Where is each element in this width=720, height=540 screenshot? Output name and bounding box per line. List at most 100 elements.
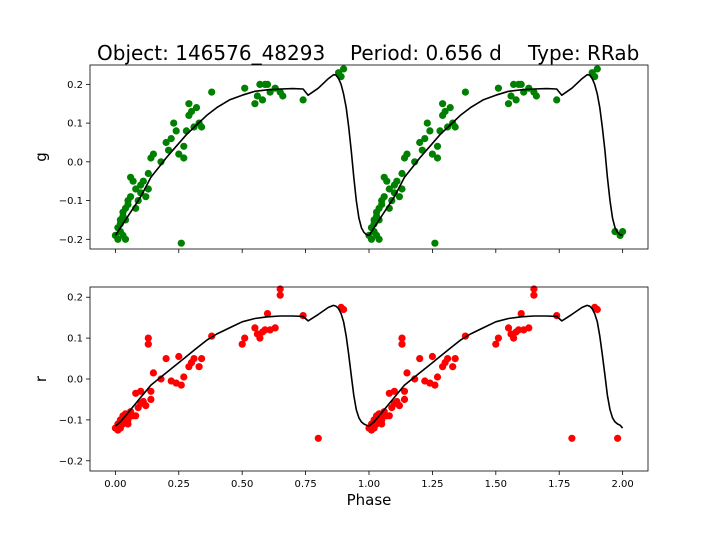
- g-y-tick-label: −0.1: [59, 196, 83, 207]
- r-y-axis-label: r: [32, 375, 50, 382]
- r-data-point: [614, 434, 622, 442]
- r-data-point: [517, 310, 525, 318]
- g-data-point: [553, 96, 561, 104]
- chart-title-type: Type: RRab: [527, 41, 639, 65]
- g-data-point: [192, 104, 201, 112]
- g-data-point: [441, 107, 449, 116]
- g-data-point: [403, 150, 411, 158]
- r-data-point: [251, 324, 259, 332]
- r-data-point: [449, 363, 457, 371]
- r-data-point: [515, 326, 523, 334]
- g-data-point: [375, 235, 383, 243]
- r-data-point: [400, 387, 409, 395]
- r-x-tick-label: 2.00: [612, 479, 634, 490]
- r-x-tick-label: 1.50: [485, 479, 507, 490]
- chart-title-period: Period: 0.656 d: [350, 41, 502, 65]
- g-data-point: [383, 177, 391, 185]
- r-data-point: [261, 326, 269, 334]
- r-band-panel: 0.00 0.25 0.50 0.75 1.00 1.25 1.50 1.75 2.00 −0.2…: [32, 285, 649, 509]
- r-data-point: [180, 373, 188, 381]
- r-data-point: [525, 324, 533, 332]
- g-data-point: [532, 92, 541, 100]
- g-data-point: [398, 169, 406, 178]
- g-data-point: [251, 100, 259, 108]
- r-data-point: [411, 375, 419, 383]
- r-data-point: [428, 352, 436, 361]
- r-data-point: [276, 285, 284, 293]
- g-data-point: [208, 88, 216, 96]
- r-data-point: [132, 412, 140, 420]
- r-data-point: [190, 355, 198, 363]
- g-data-point: [187, 107, 196, 116]
- r-y-tick-label: 0.0: [67, 375, 83, 386]
- g-data-point: [461, 88, 469, 96]
- r-x-tick-label: 1.25: [421, 479, 443, 490]
- r-data-point: [403, 369, 411, 377]
- g-data-point: [180, 142, 188, 150]
- g-data-point: [299, 96, 307, 104]
- g-y-tick-label: 0.1: [67, 119, 83, 130]
- g-data-point: [121, 235, 130, 243]
- r-data-point: [593, 305, 601, 314]
- g-data-point: [421, 135, 429, 143]
- g-data-point: [593, 65, 601, 73]
- r-data-point: [271, 324, 279, 332]
- r-data-point: [177, 381, 185, 389]
- r-data-point: [157, 375, 165, 383]
- r-data-point: [431, 381, 439, 389]
- g-data-point: [142, 193, 150, 201]
- g-data-point: [256, 80, 264, 88]
- r-x-tick-label: 0.00: [104, 479, 126, 490]
- r-data-point: [256, 334, 264, 342]
- g-data-point: [380, 193, 388, 201]
- r-x-tick-label: 0.75: [294, 479, 316, 490]
- r-data-point: [195, 363, 203, 371]
- g-data-point: [423, 119, 431, 127]
- r-data-point: [530, 285, 538, 293]
- g-data-point: [185, 100, 193, 108]
- g-data-point: [172, 127, 180, 135]
- g-y-tick-label: −0.2: [59, 235, 83, 246]
- g-data-point: [177, 239, 185, 247]
- r-data-point: [444, 355, 452, 363]
- r-data-point: [147, 395, 155, 403]
- chart-title-object: Object: 146576_48293: [97, 41, 325, 65]
- g-model-curve: [114, 73, 623, 237]
- r-data-point: [568, 434, 576, 442]
- g-data-point: [263, 80, 272, 88]
- g-data-point: [170, 119, 178, 127]
- g-data-point: [127, 193, 135, 201]
- r-data-point: [398, 334, 406, 342]
- g-data-point: [517, 80, 525, 88]
- g-y-axis-label: g: [32, 152, 50, 162]
- g-data-point: [385, 185, 393, 193]
- g-data-point: [507, 92, 515, 100]
- g-data-point: [436, 127, 444, 135]
- r-y-tick-label: −0.2: [59, 456, 83, 467]
- r-data-point: [149, 369, 157, 377]
- g-data-point: [162, 138, 170, 147]
- r-data-point: [492, 340, 500, 348]
- g-data-point: [175, 150, 183, 158]
- r-data-point: [398, 340, 406, 348]
- g-data-point: [139, 177, 147, 185]
- g-data-point: [431, 239, 439, 247]
- g-data-point: [157, 158, 165, 166]
- r-data-point: [416, 355, 424, 363]
- r-data-point: [175, 352, 183, 361]
- g-data-point: [180, 154, 188, 162]
- g-data-point: [439, 100, 447, 108]
- g-data-point: [433, 154, 442, 162]
- r-data-point: [198, 355, 206, 363]
- g-data-point: [428, 150, 436, 158]
- r-data-point: [238, 340, 246, 348]
- r-data-point: [451, 355, 459, 363]
- r-x-tick-label: 0.50: [231, 479, 253, 490]
- r-data-point: [162, 355, 170, 363]
- g-data-point: [433, 142, 442, 150]
- g-y-tick-label: 0.2: [67, 80, 83, 91]
- g-data-point: [167, 135, 175, 143]
- r-y-tick-label: −0.1: [59, 415, 83, 426]
- g-data-point: [182, 127, 190, 135]
